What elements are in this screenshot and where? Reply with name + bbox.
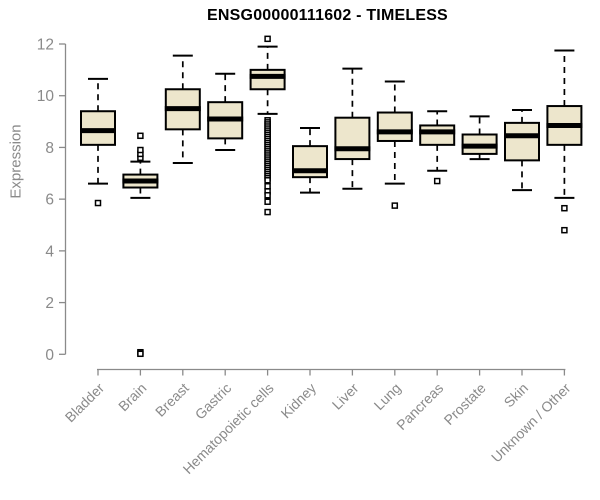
y-axis: 0 2 4 6 8 10 12 — [37, 37, 67, 364]
outlier-point — [264, 208, 271, 216]
box-pancreas — [419, 110, 456, 185]
y-tick-label: 8 — [45, 140, 54, 157]
box-kidney — [292, 127, 328, 194]
box-bladder — [80, 77, 116, 207]
outlier-point — [137, 350, 144, 358]
x-tick-label-lung: Lung — [371, 380, 404, 413]
outlier-point — [433, 177, 441, 185]
box-unknown-other — [546, 49, 583, 234]
box-breast — [164, 54, 201, 164]
box-liver — [334, 67, 371, 190]
iqr-box — [80, 110, 116, 146]
x-tick-label-unknown-other: Unknown / Other — [488, 380, 574, 466]
outlier-point — [137, 146, 144, 154]
y-tick-label: 6 — [45, 192, 54, 209]
iqr-box — [334, 116, 371, 161]
outlier-point — [561, 226, 568, 234]
outlier-point — [264, 198, 271, 205]
box-hematopoietic-cells — [249, 35, 286, 216]
x-tick-label-pancreas: Pancreas — [393, 380, 446, 433]
outlier-point — [561, 204, 568, 212]
iqr-box — [249, 68, 286, 91]
x-tick-label-kidney: Kidney — [278, 380, 320, 422]
x-tick-label-bladder: Bladder — [62, 380, 108, 426]
outlier-point — [391, 202, 399, 209]
x-tick-label-brain: Brain — [115, 380, 149, 414]
iqr-box — [504, 121, 540, 162]
outlier-point — [264, 177, 271, 184]
box-brain — [122, 132, 159, 358]
outlier-point — [264, 192, 271, 199]
chart-title: ENSG00000111602 - TIMELESS — [207, 7, 448, 24]
y-tick-label: 2 — [45, 295, 54, 312]
y-tick-label: 12 — [37, 37, 54, 54]
box-prostate — [461, 115, 498, 161]
outlier-point — [264, 182, 271, 190]
x-tick-label-skin: Skin — [501, 380, 532, 411]
x-tick-label-breast: Breast — [152, 380, 192, 420]
y-tick-label: 0 — [45, 347, 54, 364]
box-gastric — [207, 72, 244, 152]
outlier-point — [94, 199, 102, 207]
y-axis-title: Expression — [7, 124, 25, 199]
iqr-box — [376, 111, 413, 142]
outlier-point — [137, 132, 144, 140]
iqr-box — [419, 124, 456, 146]
outlier-point — [264, 35, 271, 43]
x-tick-label-liver: Liver — [329, 380, 362, 413]
y-tick-label: 10 — [37, 88, 55, 105]
box-lung — [376, 80, 413, 209]
x-tick-label-prostate: Prostate — [441, 380, 489, 428]
box-skin — [504, 108, 540, 192]
y-tick-label: 4 — [45, 243, 54, 260]
